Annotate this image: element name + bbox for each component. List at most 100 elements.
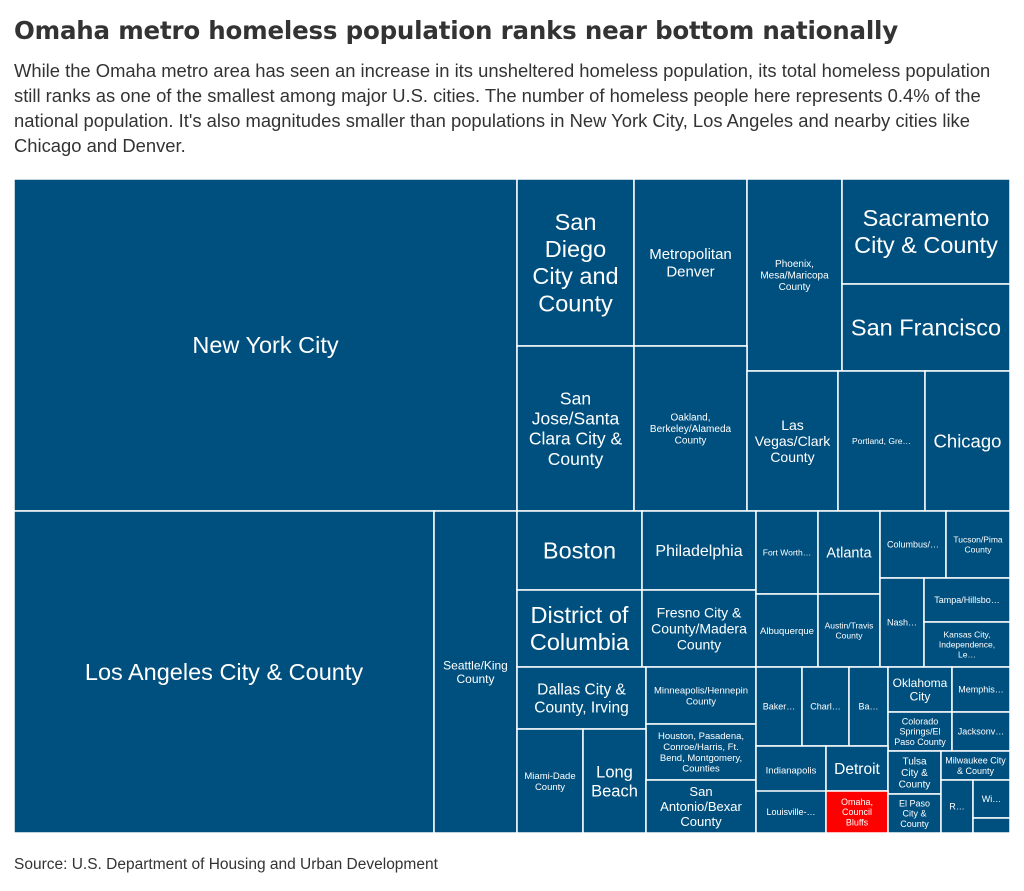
treemap-tile-seattle-king-county: Seattle/King County: [433, 510, 518, 834]
treemap-tile-chicago: Chicago: [924, 370, 1011, 512]
treemap-tile-oakland-berkeley-alameda-county: Oakland, Berkeley/Alameda County: [633, 345, 748, 512]
treemap-tile-label: Minneapolis/Hennepin County: [654, 685, 748, 707]
treemap-tile-omaha-council-bluffs: Omaha, Council Bluffs: [825, 790, 889, 834]
treemap-tile-rect: [641, 589, 757, 668]
treemap-tile-baker: Baker…: [755, 666, 803, 747]
treemap-tile-rect: [633, 345, 748, 512]
treemap-tile-fresno-city-county-madera-county: Fresno City & County/Madera County: [641, 589, 757, 668]
treemap-tile-rect: [755, 745, 827, 795]
treemap-tile-los-angeles-city-county: Los Angeles City & County: [13, 510, 435, 834]
treemap-tile-label: San Jose/Santa Clara City & County: [529, 388, 623, 468]
treemap-tile-san-antonio-bexar-county: San Antonio/Bexar County: [645, 779, 757, 834]
treemap-tile-label: San Antonio/Bexar County: [660, 784, 742, 829]
treemap-tile-rect: [972, 779, 1011, 819]
treemap-tile-houston-pasadena-conroe-harris-ft-bend-montgomery-counties: Houston, Pasadena, Conroe/Harris, Ft. Bend…: [645, 723, 757, 781]
treemap-tile-rect: [848, 666, 889, 747]
treemap-tile-rect: [825, 745, 889, 792]
treemap-tile-san-diego-city-and-county: San Diego City and County: [516, 178, 635, 347]
treemap-tile-boston: Boston: [516, 510, 643, 591]
treemap-tile-label: Fort Worth…: [763, 548, 812, 558]
treemap-tile-label: Los Angeles City & County: [85, 659, 363, 685]
treemap-tile-district-of-columbia: District of Columbia: [516, 589, 643, 668]
source-note: Source: U.S. Department of Housing and U…: [14, 856, 438, 873]
treemap-tile-label: Columbus/…: [887, 540, 939, 550]
treemap-tile-label: Detroit: [834, 761, 880, 778]
treemap-tile-label: Sacramento City & County: [854, 205, 998, 258]
treemap-tile-sacramento-city-county: Sacramento City & County: [841, 178, 1011, 285]
treemap-tile-jacksonv: Jacksonv…: [951, 711, 1011, 752]
treemap-tile-label: District of Columbia: [530, 602, 630, 655]
treemap-tile-label: Atlanta: [826, 546, 872, 562]
treemap-tile-portland-gre: Portland, Gre…: [837, 370, 926, 512]
treemap-tile-rect: [746, 370, 839, 512]
treemap-tile-label: Colorado Springs/El Paso County: [894, 716, 946, 747]
treemap-tile-rect: [945, 510, 1011, 579]
treemap-tile-label: Louisville-…: [766, 807, 815, 817]
treemap-tile-label: Charl…: [810, 702, 841, 712]
treemap-tile-rect: [837, 370, 926, 512]
treemap-tile-ba: Ba…: [848, 666, 889, 747]
treemap-tile-label: Metropolitan Denver: [649, 246, 732, 280]
treemap-tile-rect: [516, 589, 643, 668]
treemap-tile-philadelphia: Philadelphia: [641, 510, 757, 591]
treemap-tile-rect: [841, 178, 1011, 285]
treemap-tile-el-paso-city-county: El Paso City & County: [887, 793, 942, 834]
treemap-tile-label: Philadelphia: [655, 543, 742, 560]
treemap-tile-kansas-city-independence-le: Kansas City, Independence, Le…: [923, 621, 1011, 668]
chart-subtitle: While the Omaha metro area has seen an i…: [14, 60, 991, 156]
treemap-tile-columbus: Columbus/…: [879, 510, 947, 579]
treemap-tile-label: Phoenix, Mesa/Maricopa County: [760, 259, 829, 293]
treemap-tile-rect: [951, 711, 1011, 752]
treemap-tile-rect: [516, 728, 584, 834]
treemap-tile-label: Nash…: [887, 618, 917, 628]
treemap-tile-label: Long Beach: [591, 763, 638, 800]
treemap-tile-miami-dade-county: Miami-Dade County: [516, 728, 584, 834]
treemap-tile-milwaukee-city-county: Milwaukee City & County: [940, 750, 1011, 781]
treemap-tile-tampa-hillsbo: Tampa/Hillsbo…: [923, 577, 1011, 623]
treemap-tile-detroit: Detroit: [825, 745, 889, 792]
treemap-tile-rect: [887, 793, 942, 834]
treemap-tile-rect: [879, 510, 947, 579]
treemap-tile-rect: [516, 510, 643, 591]
treemap-tile-label: Fresno City & County/Madera County: [651, 604, 747, 652]
treemap-tile-label: Houston, Pasadena, Conroe/Harris, Ft. Bend…: [658, 731, 744, 775]
treemap-tile-rect: [645, 723, 757, 781]
treemap-tile-label: Tampa/Hillsbo…: [934, 595, 1000, 605]
treemap-tile-label: Ba…: [858, 702, 878, 712]
treemap-tile-phoenix-mesa-maricopa-county: Phoenix, Mesa/Maricopa County: [746, 178, 843, 372]
treemap-tile-charl: Charl…: [801, 666, 850, 747]
treemap-tile-rect: [746, 178, 843, 372]
treemap-tile-indianapolis: Indianapolis: [755, 745, 827, 795]
treemap-tile-fort-worth: Fort Worth…: [755, 510, 819, 595]
treemap-tile-label: Tucson/Pima County: [953, 535, 1003, 555]
treemap-tile-louisville: Louisville-…: [755, 790, 827, 834]
treemap-tile-label: Las Vegas/Clark County: [755, 417, 831, 465]
treemap-tile-label: Baker…: [763, 702, 796, 712]
treemap-tile-rect: [972, 817, 1011, 834]
treemap-tile-wi: Wi…: [972, 779, 1011, 819]
treemap-tile-label: Omaha, Council Bluffs: [841, 797, 873, 828]
treemap-tile-r: R…: [940, 779, 974, 834]
treemap-tile-label: Miami-Dade County: [524, 771, 575, 793]
treemap-tile-label: Tulsa City & County: [899, 757, 931, 791]
treemap-tile-rect: [940, 750, 1011, 781]
treemap-tile-label: Seattle/King County: [443, 658, 508, 686]
treemap-tile-metropolitan-denver: Metropolitan Denver: [633, 178, 748, 347]
treemap-tile-label: Milwaukee City & County: [945, 756, 1006, 776]
treemap-tile-rect: [923, 621, 1011, 668]
treemap-tile-label: Dallas City & County, Irving: [534, 682, 628, 717]
treemap-tile-label: Albuquerque: [760, 626, 814, 637]
treemap-tile-minneapolis-hennepin-county: Minneapolis/Hennepin County: [645, 666, 757, 725]
treemap-tile-label: San Francisco: [851, 315, 1001, 341]
treemap-tile-label: R…: [949, 802, 965, 812]
treemap-tile-label: Wi…: [982, 794, 1002, 804]
treemap-tile-san-jose-santa-clara-city-county: San Jose/Santa Clara City & County: [516, 345, 635, 512]
treemap-tile-label: Chicago: [934, 431, 1002, 452]
treemap-tile-las-vegas-clark-county: Las Vegas/Clark County: [746, 370, 839, 512]
treemap-tile-label: Oakland, Berkeley/Alameda County: [650, 413, 732, 447]
treemap-tile-rect: [641, 510, 757, 591]
treemap-tile-rect: [755, 666, 803, 747]
treemap-tile-label: Memphis…: [958, 685, 1004, 695]
treemap-tile-label: Portland, Gre…: [852, 436, 911, 446]
